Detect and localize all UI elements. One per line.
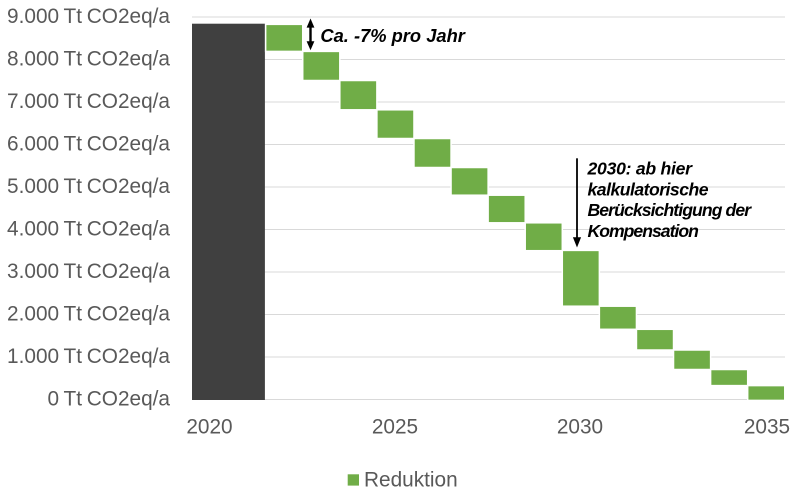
svg-text:9.000 Tt CO2eq/a: 9.000 Tt CO2eq/a — [7, 5, 170, 28]
svg-text:2.000 Tt CO2eq/a: 2.000 Tt CO2eq/a — [7, 303, 170, 326]
svg-text:2025: 2025 — [372, 416, 418, 439]
svg-text:0 Tt CO2eq/a: 0 Tt CO2eq/a — [48, 388, 171, 411]
svg-text:2030: 2030 — [557, 416, 603, 439]
svg-text:7.000 Tt CO2eq/a: 7.000 Tt CO2eq/a — [7, 90, 170, 113]
svg-text:2020: 2020 — [186, 416, 232, 439]
svg-text:3.000 Tt CO2eq/a: 3.000 Tt CO2eq/a — [7, 260, 170, 283]
svg-text:2035: 2035 — [744, 416, 790, 439]
svg-text:Kompensation: Kompensation — [588, 221, 700, 241]
svg-text:4.000 Tt CO2eq/a: 4.000 Tt CO2eq/a — [7, 218, 170, 241]
svg-text:Ca. -7% pro Jahr: Ca. -7% pro Jahr — [320, 25, 466, 46]
svg-text:5.000 Tt CO2eq/a: 5.000 Tt CO2eq/a — [7, 175, 170, 198]
svg-text:kalkulatorische: kalkulatorische — [588, 179, 709, 199]
svg-text:1.000 Tt CO2eq/a: 1.000 Tt CO2eq/a — [7, 345, 170, 368]
svg-text:2030: ab hier: 2030: ab hier — [587, 158, 694, 178]
svg-text:Reduktion: Reduktion — [364, 469, 458, 492]
svg-text:8.000 Tt CO2eq/a: 8.000 Tt CO2eq/a — [7, 48, 170, 71]
svg-text:6.000 Tt CO2eq/a: 6.000 Tt CO2eq/a — [7, 133, 170, 156]
svg-text:Berücksichtigung der: Berücksichtigung der — [588, 200, 753, 220]
